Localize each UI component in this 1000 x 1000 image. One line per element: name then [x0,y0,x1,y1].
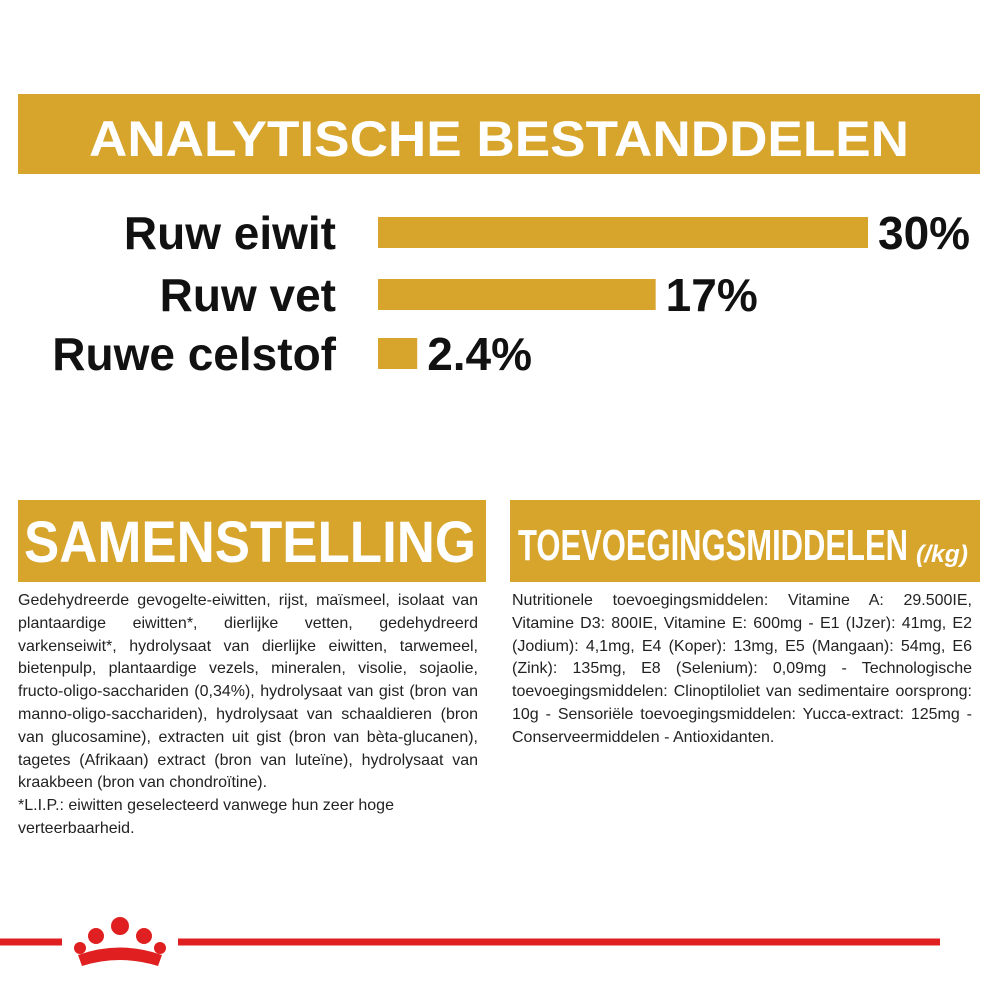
section-title-suffix: (/kg) [916,541,968,568]
bar [378,217,868,248]
value-label: 30% [878,207,970,259]
additives-text: Nutritionele toevoegingsmiddelen: Vitami… [512,590,972,750]
chart-title: ANALYTISCHE BESTANDDELEN [89,111,909,167]
crown-logo [74,917,166,966]
bar [378,279,656,310]
value-label: 2.4% [427,328,532,380]
bar-chart: Ruw eiwit 30% Ruw vet 17% Ruwe celstof 2.4% [52,207,970,380]
title-band [18,94,980,174]
section-title: TOEVOEGINGSMIDDELEN [518,521,908,570]
section-band [510,500,980,582]
paragraph: Nutritionele toevoegingsmiddelen: Vitami… [512,592,972,746]
footnote: *L.I.P.: eiwitten geselecteerd vanwege h… [18,797,394,837]
paragraph: Gedehydreerde gevogelte-eiwitten, rijst,… [18,592,478,792]
section-title: SAMENSTELLING [24,510,476,575]
category-label: Ruw eiwit [124,207,336,259]
composition-text: Gedehydreerde gevogelte-eiwitten, rijst,… [18,590,478,841]
category-label: Ruw vet [160,269,336,321]
section-band [18,500,486,582]
category-label: Ruwe celstof [52,328,336,380]
value-label: 17% [666,269,758,321]
bar [378,338,418,369]
